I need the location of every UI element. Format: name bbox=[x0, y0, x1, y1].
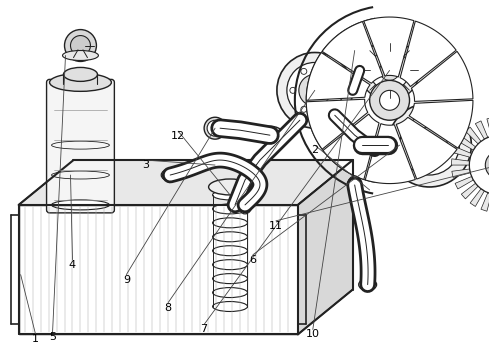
Ellipse shape bbox=[63, 50, 98, 60]
Text: 5: 5 bbox=[49, 332, 56, 342]
Polygon shape bbox=[364, 17, 414, 77]
Ellipse shape bbox=[213, 218, 247, 228]
Circle shape bbox=[65, 30, 97, 62]
Text: 10: 10 bbox=[306, 329, 320, 339]
Circle shape bbox=[388, 103, 471, 187]
Polygon shape bbox=[396, 117, 457, 179]
Circle shape bbox=[277, 53, 353, 128]
Text: 4: 4 bbox=[69, 260, 76, 270]
Ellipse shape bbox=[213, 274, 247, 284]
FancyBboxPatch shape bbox=[47, 80, 114, 213]
Polygon shape bbox=[306, 53, 370, 100]
Ellipse shape bbox=[51, 200, 109, 210]
Ellipse shape bbox=[161, 169, 179, 181]
Circle shape bbox=[301, 106, 307, 112]
Text: 11: 11 bbox=[269, 221, 283, 231]
Circle shape bbox=[301, 68, 307, 75]
Polygon shape bbox=[452, 169, 470, 177]
Circle shape bbox=[287, 62, 343, 118]
Polygon shape bbox=[412, 51, 473, 102]
Ellipse shape bbox=[49, 73, 111, 91]
Polygon shape bbox=[298, 160, 353, 334]
Circle shape bbox=[380, 90, 399, 110]
Polygon shape bbox=[487, 118, 490, 136]
Ellipse shape bbox=[213, 302, 247, 311]
Circle shape bbox=[485, 151, 490, 179]
Polygon shape bbox=[453, 147, 472, 157]
Ellipse shape bbox=[213, 246, 247, 256]
Circle shape bbox=[323, 106, 329, 112]
Ellipse shape bbox=[213, 190, 247, 200]
Circle shape bbox=[334, 87, 340, 93]
Ellipse shape bbox=[238, 196, 252, 214]
Circle shape bbox=[412, 127, 447, 163]
Polygon shape bbox=[19, 205, 298, 334]
Polygon shape bbox=[322, 22, 383, 83]
Polygon shape bbox=[461, 183, 478, 199]
Polygon shape bbox=[451, 159, 469, 165]
Circle shape bbox=[299, 75, 331, 106]
Ellipse shape bbox=[359, 279, 377, 291]
Polygon shape bbox=[481, 193, 490, 211]
Circle shape bbox=[380, 60, 399, 80]
Ellipse shape bbox=[64, 67, 98, 81]
Text: 6: 6 bbox=[249, 255, 256, 265]
Polygon shape bbox=[458, 136, 475, 150]
Circle shape bbox=[369, 50, 410, 90]
Circle shape bbox=[399, 115, 460, 175]
Text: 2: 2 bbox=[311, 145, 318, 155]
Ellipse shape bbox=[213, 204, 247, 214]
Ellipse shape bbox=[213, 232, 247, 242]
Text: 8: 8 bbox=[165, 302, 172, 312]
Polygon shape bbox=[475, 121, 488, 139]
Circle shape bbox=[369, 80, 410, 120]
Circle shape bbox=[469, 135, 490, 195]
Text: 7: 7 bbox=[200, 324, 208, 334]
Ellipse shape bbox=[351, 134, 365, 156]
Ellipse shape bbox=[213, 288, 247, 298]
Polygon shape bbox=[365, 123, 416, 184]
Polygon shape bbox=[19, 160, 353, 205]
Circle shape bbox=[323, 68, 329, 75]
Ellipse shape bbox=[213, 260, 247, 270]
Circle shape bbox=[71, 36, 91, 55]
Circle shape bbox=[360, 41, 419, 100]
Ellipse shape bbox=[209, 179, 251, 195]
Ellipse shape bbox=[348, 176, 362, 194]
Polygon shape bbox=[323, 114, 379, 180]
Circle shape bbox=[290, 87, 296, 93]
Polygon shape bbox=[400, 21, 456, 86]
Polygon shape bbox=[455, 176, 473, 189]
Polygon shape bbox=[409, 100, 473, 148]
Text: 9: 9 bbox=[123, 275, 130, 285]
Polygon shape bbox=[470, 189, 484, 207]
Polygon shape bbox=[306, 99, 368, 149]
Text: 12: 12 bbox=[171, 131, 185, 141]
Text: 1: 1 bbox=[32, 334, 39, 345]
Polygon shape bbox=[466, 127, 481, 144]
Circle shape bbox=[207, 120, 223, 136]
Ellipse shape bbox=[204, 117, 226, 139]
Ellipse shape bbox=[256, 126, 284, 144]
Text: 3: 3 bbox=[142, 160, 149, 170]
